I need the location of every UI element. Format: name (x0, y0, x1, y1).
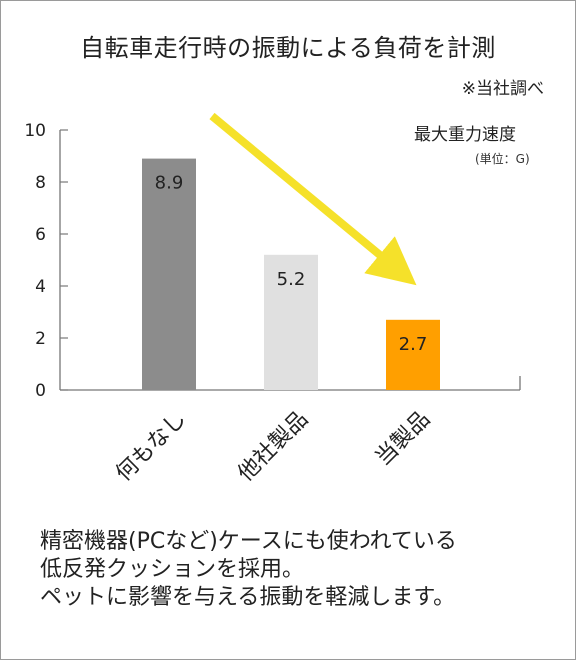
bar-value-label: 2.7 (399, 334, 428, 355)
bar (264, 254, 318, 390)
chart-title: 自転車走行時の振動による負荷を計測 (80, 34, 496, 62)
y-tick-label: 2 (35, 329, 46, 349)
y-tick-label: 0 (35, 381, 46, 401)
y-tick-label: 6 (35, 225, 46, 245)
y-axis-unit: (単位：G) (475, 152, 530, 166)
description-line: ペットに影響を与える振動を軽減します。 (40, 585, 456, 610)
bar-value-label: 5.2 (277, 269, 306, 290)
bar (142, 158, 196, 390)
source-note: ※当社調べ (461, 79, 544, 99)
y-tick-label: 10 (24, 121, 46, 141)
x-category-label: 他社製品 (233, 407, 313, 487)
trend-arrow (209, 112, 417, 286)
y-tick-label: 8 (35, 173, 46, 193)
bar-value-label: 8.9 (155, 173, 184, 194)
x-category-label: 当製品 (371, 407, 435, 471)
y-tick-label: 4 (35, 277, 46, 297)
description-line: 精密機器(PCなど)ケースにも使われている (40, 529, 457, 554)
y-axis-label: 最大重力速度 (414, 125, 516, 145)
bar (386, 319, 440, 390)
description-line: 低反発クッションを採用。 (40, 557, 305, 582)
description: 精密機器(PCなど)ケースにも使われている 低反発クッションを採用。 ペットに影… (40, 528, 457, 612)
x-category-label: 何もなし (111, 407, 191, 487)
